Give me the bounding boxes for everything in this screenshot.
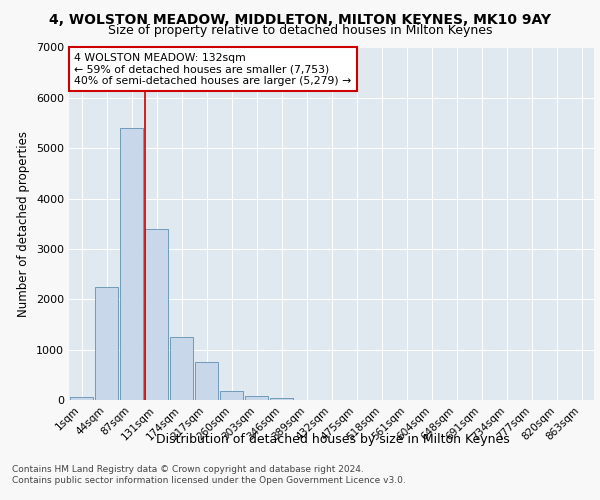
Bar [70,398,93,400]
Text: 4 WOLSTON MEADOW: 132sqm
← 59% of detached houses are smaller (7,753)
40% of sem: 4 WOLSTON MEADOW: 132sqm ← 59% of detach… [74,53,352,86]
Bar [170,337,193,400]
Text: 4, WOLSTON MEADOW, MIDDLETON, MILTON KEYNES, MK10 9AY: 4, WOLSTON MEADOW, MIDDLETON, MILTON KEY… [49,12,551,26]
Bar [120,128,143,400]
Y-axis label: Number of detached properties: Number of detached properties [17,130,31,317]
Bar [195,362,218,400]
Text: Contains HM Land Registry data © Crown copyright and database right 2024.: Contains HM Land Registry data © Crown c… [12,465,364,474]
Bar [270,398,293,400]
Text: Contains public sector information licensed under the Open Government Licence v3: Contains public sector information licen… [12,476,406,485]
Bar [145,229,168,400]
Bar [245,396,268,400]
Bar [95,286,118,400]
Bar [220,391,243,400]
Text: Size of property relative to detached houses in Milton Keynes: Size of property relative to detached ho… [108,24,492,37]
Text: Distribution of detached houses by size in Milton Keynes: Distribution of detached houses by size … [156,432,510,446]
